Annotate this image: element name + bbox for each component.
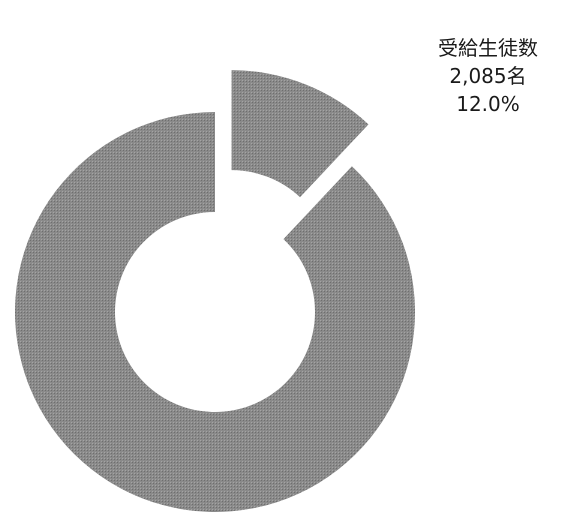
- slice-label-recipients: 受給生徒数 2,085名 12.0%: [420, 34, 556, 118]
- donut-slice-recipients: [231, 70, 369, 198]
- slice-category-label: 受給生徒数: [438, 36, 538, 60]
- slice-count-label: 2,085名: [449, 64, 527, 88]
- slice-percent-label: 12.0%: [456, 92, 520, 116]
- donut-slice-others: [14, 112, 415, 512]
